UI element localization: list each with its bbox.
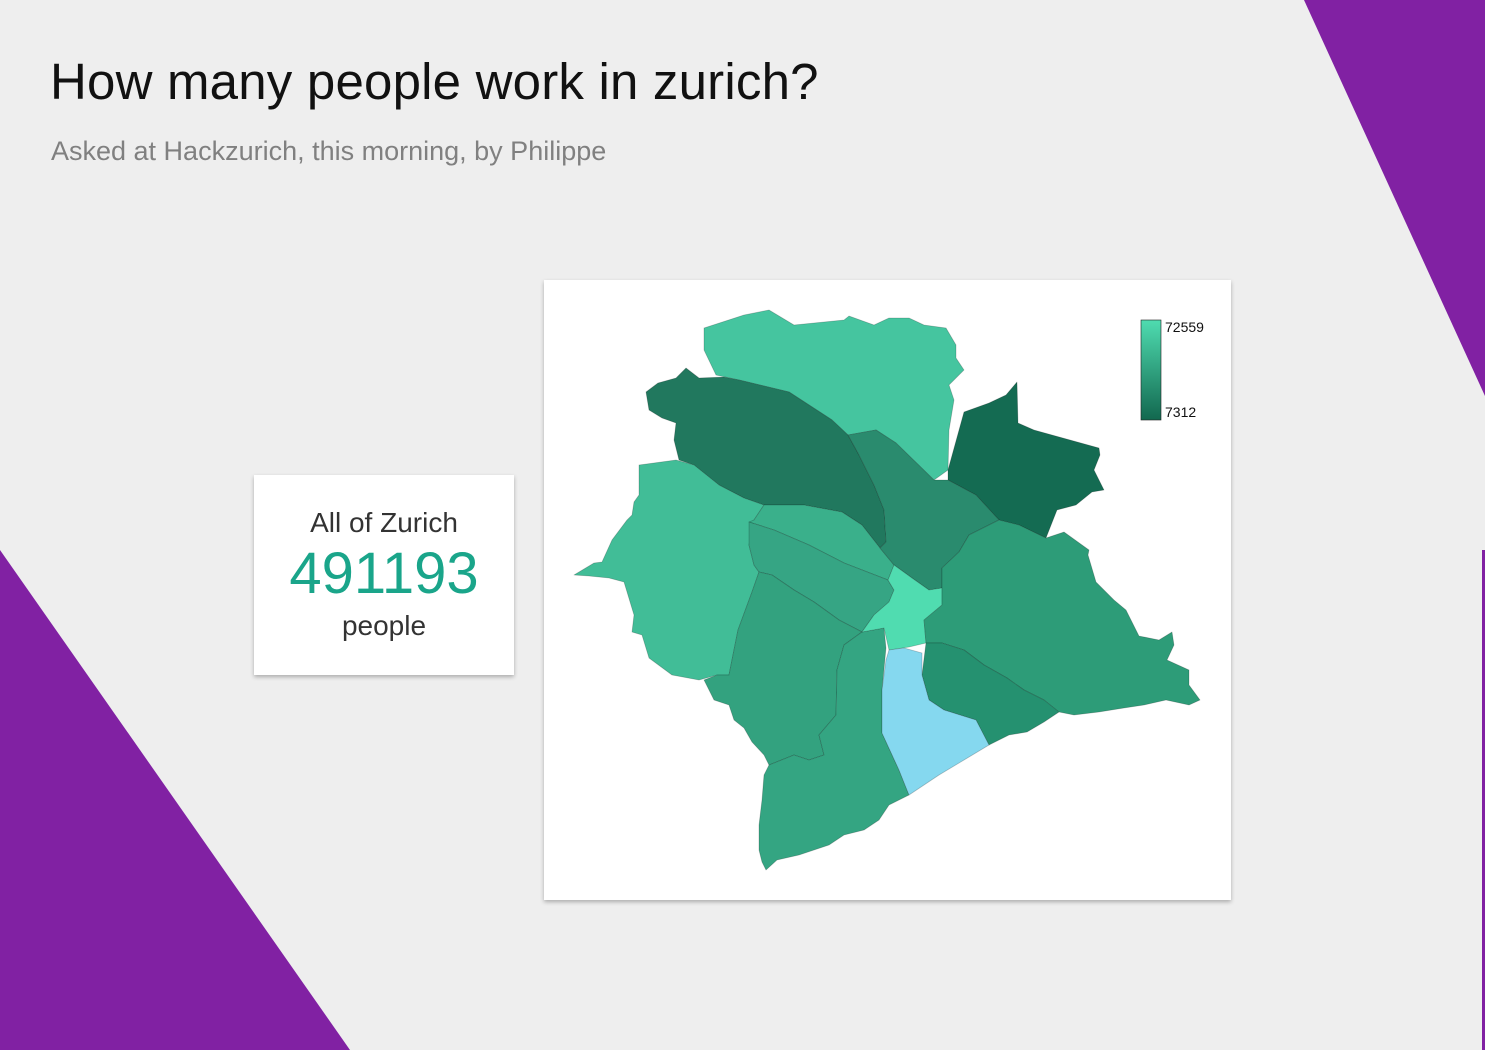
purple-stripe-top-right [1304,0,1485,396]
legend-min-label: 7312 [1165,404,1196,420]
district-old-town[interactable] [861,564,943,651]
purple-stripe-bottom-left [0,550,350,1050]
summary-label: All of Zurich [310,507,458,538]
district-west[interactable] [573,459,765,681]
summary-value: 491193 [289,541,479,606]
purple-stripe-right-edge [1482,550,1485,1050]
district-lake[interactable] [881,647,990,796]
legend-max-label: 72559 [1165,319,1204,335]
summary-card: All of Zurich 491193 people [254,475,514,675]
page-title: How many people work in zurich? [50,53,819,110]
page-subtitle: Asked at Hackzurich, this morning, by Ph… [51,136,607,166]
zurich-choropleth-map: 72559 7312 [573,309,1204,871]
summary-unit: people [341,610,427,641]
legend-gradient-bar [1140,319,1162,421]
district-southeast[interactable] [921,642,1060,746]
district-northeast[interactable] [947,381,1105,539]
map-legend: 72559 7312 [1140,319,1204,421]
map-card: 72559 7312 [544,280,1231,900]
district-east[interactable] [923,519,1201,716]
